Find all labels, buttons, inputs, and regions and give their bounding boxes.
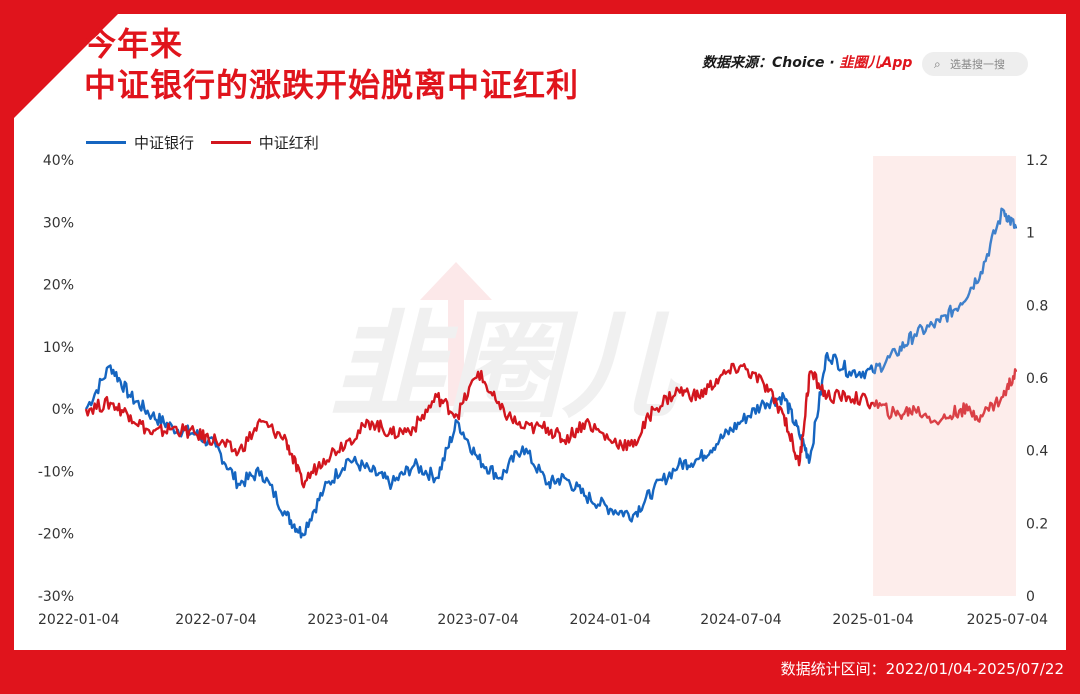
x-tick-label: 2023-07-04 [437,612,518,628]
right-axis: 0 0.2 0.4 0.6 0.8 1 1.2 [1026,153,1048,605]
search-icon: ⌕ [934,57,941,71]
left-tick-label: -20% [38,527,74,543]
x-tick-label: 2025-07-04 [967,612,1048,628]
source-label: 数据来源：Choice · [702,55,840,71]
legend-swatch-bank [86,141,126,144]
right-tick-label: 1 [1026,226,1035,242]
svg-text:韭圈儿: 韭圈儿 [330,299,682,434]
chart-legend: 中证银行 中证红利 [86,130,331,153]
plot-lines [84,156,1018,596]
shaded-period [873,156,1016,596]
watermark-logo: 韭圈儿 [330,262,682,434]
x-tick-label: 2022-01-04 [38,612,119,628]
data-source: 数据来源：Choice · 韭圈儿App [702,52,912,72]
left-tick-label: 30% [43,215,74,231]
search-placeholder: 选基搜一搜 [950,58,1005,71]
page-title: 今年来 中证银行的涨跌开始脱离中证红利 [84,24,579,106]
left-tick-label: -30% [38,589,74,605]
legend-label-bank: 中证银行 [134,134,195,152]
right-tick-label: 0 [1026,589,1035,605]
footer-date-range: 数据统计区间：2022/01/04-2025/07/22 [780,660,1064,678]
x-tick-label: 2022-07-04 [175,612,256,628]
legend-swatch-dividend [210,141,251,144]
shade-overlay [873,156,1016,596]
x-tick-label: 2023-01-04 [307,612,388,628]
legend-label-dividend: 中证红利 [258,134,319,152]
x-tick-label: 2024-01-04 [570,612,651,628]
search-box[interactable]: ⌕ 选基搜一搜 [922,52,1028,76]
left-tick-label: -10% [38,464,74,480]
title-line-1: 今年来 [84,25,184,63]
right-tick-label: 0.2 [1026,516,1048,532]
corner-decoration [14,14,118,118]
left-tick-label: 0% [52,402,74,418]
x-tick-label: 2024-07-04 [700,612,781,628]
title-line-2: 中证银行的涨跌开始脱离中证红利 [84,66,580,104]
source-brand: 韭圈儿App [839,55,913,71]
legend-item-dividend[interactable]: 中证红利 [210,132,319,153]
right-tick-label: 0.4 [1026,444,1048,460]
left-tick-label: 40% [43,153,74,169]
x-axis: 2022-01-04 2022-07-04 2023-01-04 2023-07-04… [38,612,1048,628]
left-tick-label: 10% [43,340,74,356]
legend-item-bank[interactable]: 中证银行 [86,132,194,153]
series-line-dividend [84,362,1018,489]
right-tick-label: 0.6 [1026,371,1048,387]
x-tick-label: 2025-01-04 [832,612,913,628]
left-tick-label: 20% [43,278,74,294]
right-tick-label: 1.2 [1026,153,1048,169]
right-tick-label: 0.8 [1026,298,1048,314]
series-line-bank [84,207,1018,539]
left-axis: -30% -20% -10% 0% 10% 20% 30% 40% [38,153,74,605]
